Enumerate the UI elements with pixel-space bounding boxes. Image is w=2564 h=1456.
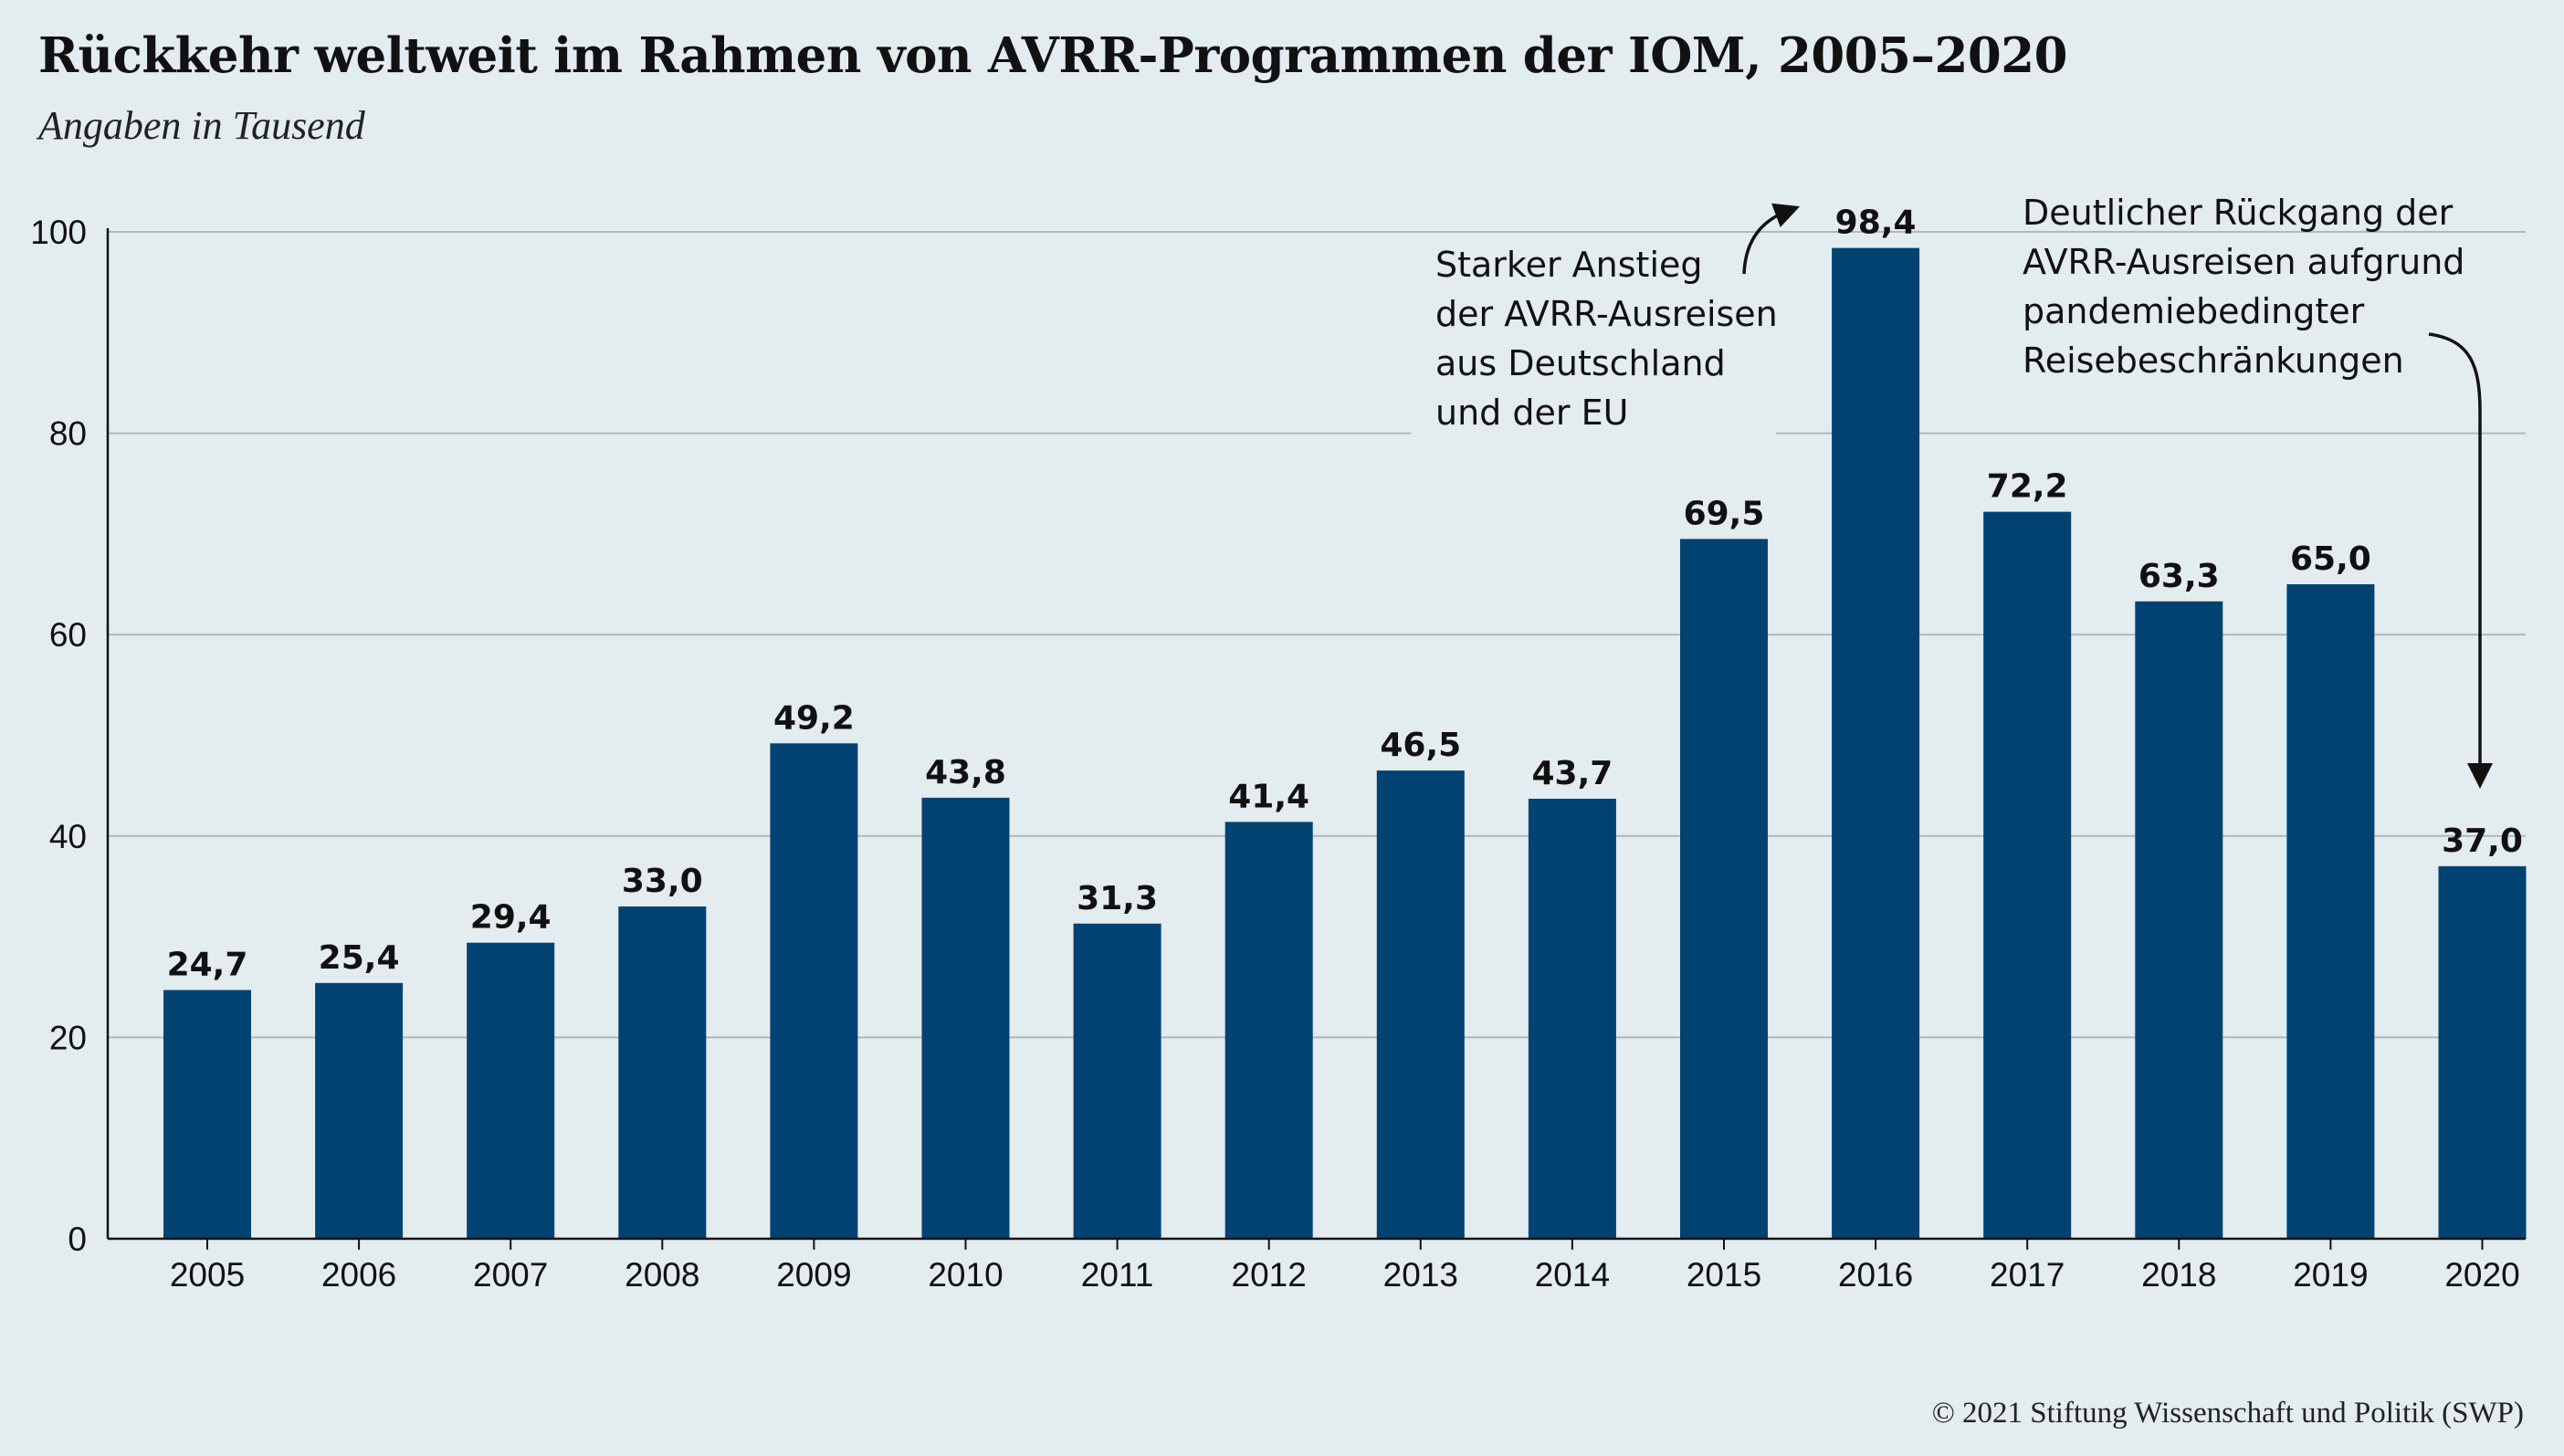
annotations: Starker Anstieg der AVRR-Ausreisen aus Deu… bbox=[1435, 193, 2493, 789]
y-tick-label: 60 bbox=[49, 616, 87, 654]
chart-title: Rückkehr weltweit im Rahmen von AVRR-Pro… bbox=[38, 27, 2068, 84]
value-label: 31,3 bbox=[1077, 880, 1158, 917]
annotation-text-line: der AVRR-Ausreisen bbox=[1435, 294, 1778, 334]
x-tick-label: 2012 bbox=[1232, 1256, 1307, 1294]
annotation-text-line: pandemiebedingter bbox=[2023, 291, 2365, 331]
value-label: 69,5 bbox=[1684, 495, 1765, 532]
annotation-backgrounds bbox=[1411, 233, 1776, 439]
annotation-text-line: aus Deutschland bbox=[1435, 343, 1726, 383]
y-tick-label: 80 bbox=[49, 415, 87, 453]
bar-2006 bbox=[315, 982, 404, 1239]
bar-2005 bbox=[163, 990, 251, 1239]
x-tick-label: 2019 bbox=[2293, 1256, 2368, 1294]
bar-2008 bbox=[618, 906, 707, 1239]
axes: 0 20 40 60 80 100 2005 2006 2007 2008 2009 2010 2011… bbox=[30, 214, 2526, 1294]
chart-subtitle: Angaben in Tausend bbox=[38, 103, 365, 148]
x-tick-label: 2010 bbox=[928, 1256, 1003, 1294]
x-tick-label: 2016 bbox=[1838, 1256, 1913, 1294]
x-tick-label: 2005 bbox=[170, 1256, 245, 1294]
annotation-background bbox=[1411, 233, 1776, 439]
value-label: 43,8 bbox=[925, 754, 1006, 791]
annotation-text-line: Starker Anstieg bbox=[1435, 245, 1703, 285]
value-label: 41,4 bbox=[1228, 778, 1309, 815]
y-tick-label: 100 bbox=[30, 214, 87, 251]
x-tick-label: 2007 bbox=[473, 1256, 548, 1294]
bars bbox=[163, 247, 2527, 1240]
y-tick-label: 0 bbox=[68, 1220, 87, 1258]
bar-2019 bbox=[2286, 584, 2375, 1239]
bar-2009 bbox=[770, 743, 858, 1239]
annotation-text-line: AVRR-Ausreisen aufgrund bbox=[2023, 242, 2464, 282]
annotation-arrow bbox=[2428, 332, 2493, 789]
x-tick-label: 2018 bbox=[2141, 1256, 2216, 1294]
x-tick-label: 2013 bbox=[1383, 1256, 1458, 1294]
value-label: 63,3 bbox=[2138, 558, 2220, 595]
x-tick-label: 2017 bbox=[1990, 1256, 2065, 1294]
value-label: 24,7 bbox=[167, 947, 248, 984]
bar-2010 bbox=[921, 797, 1010, 1239]
bar-2018 bbox=[2135, 601, 2223, 1239]
bar-2013 bbox=[1376, 770, 1465, 1239]
bar-2017 bbox=[1983, 511, 2072, 1239]
bar-2020 bbox=[2438, 865, 2527, 1239]
x-tick-label: 2008 bbox=[625, 1256, 699, 1294]
x-tick-label: 2011 bbox=[1081, 1256, 1154, 1294]
value-label: 37,0 bbox=[2442, 822, 2523, 860]
y-tick-label: 20 bbox=[49, 1019, 87, 1056]
y-tick-label: 40 bbox=[49, 818, 87, 855]
x-tick-label: 2009 bbox=[776, 1256, 851, 1294]
annotation-arrow bbox=[1742, 203, 1801, 275]
annotation-text-line: Deutlicher Rückgang der bbox=[2023, 193, 2454, 233]
bar-2014 bbox=[1528, 798, 1616, 1239]
annotation-text-line: und der EU bbox=[1435, 393, 1628, 433]
x-tick-label: 2015 bbox=[1687, 1256, 1761, 1294]
x-tick-label: 2006 bbox=[321, 1256, 396, 1294]
bar-2012 bbox=[1224, 822, 1313, 1239]
value-label: 72,2 bbox=[1987, 468, 2068, 506]
value-label: 49,2 bbox=[773, 699, 855, 737]
x-tick-label: 2020 bbox=[2444, 1256, 2519, 1294]
value-label: 65,0 bbox=[2290, 540, 2371, 578]
value-labels: 24,7 25,4 29,4 33,0 49,2 43,8 31,3 41,4 46,5 43,7… bbox=[167, 204, 2523, 984]
x-tick-label: 2014 bbox=[1535, 1256, 1610, 1294]
annotation-text-line: Reisebeschränkungen bbox=[2023, 340, 2404, 381]
bar-2007 bbox=[467, 942, 555, 1239]
value-label: 43,7 bbox=[1531, 755, 1613, 792]
value-label: 25,4 bbox=[319, 939, 400, 977]
bar-2015 bbox=[1680, 539, 1768, 1239]
bar-2011 bbox=[1073, 923, 1161, 1239]
value-label: 29,4 bbox=[470, 899, 552, 937]
bar-2016 bbox=[1832, 247, 1920, 1240]
value-label: 46,5 bbox=[1380, 727, 1461, 764]
copyright-footer: © 2021 Stiftung Wissenschaft und Politik… bbox=[1931, 1397, 2524, 1430]
value-label: 98,4 bbox=[1835, 204, 1917, 242]
value-label: 33,0 bbox=[622, 863, 703, 900]
